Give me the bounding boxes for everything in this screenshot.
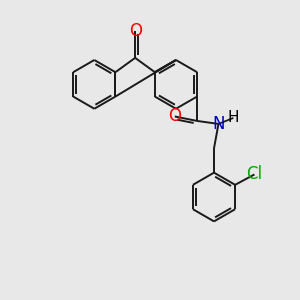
Text: O: O: [168, 107, 181, 125]
Text: N: N: [212, 115, 225, 133]
Text: O: O: [129, 22, 142, 40]
Text: H: H: [228, 110, 239, 125]
Text: Cl: Cl: [246, 165, 262, 183]
